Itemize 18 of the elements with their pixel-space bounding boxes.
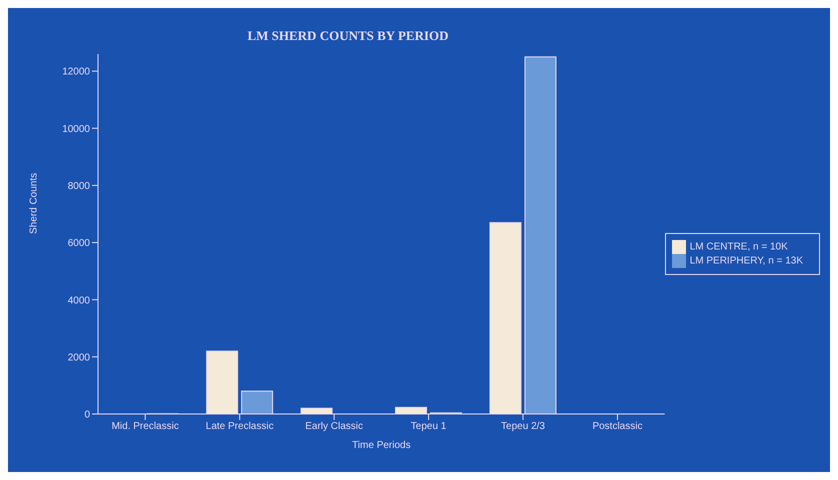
legend-label: LM CENTRE, n = 10K — [690, 242, 788, 253]
y-tick-label: 4000 — [68, 295, 90, 306]
x-tick-label: Late Preclassic — [206, 421, 274, 432]
y-tick-label: 8000 — [68, 180, 90, 192]
x-tick-label: Postclassic — [592, 421, 642, 432]
y-tick-label: 6000 — [68, 238, 90, 250]
x-tick-label: Mid. Preclassic — [112, 421, 179, 432]
legend-label: LM PERIPHERY, n = 13K — [690, 256, 803, 267]
y-tick-label: 10000 — [62, 124, 90, 135]
y-tick-label: 12000 — [62, 66, 90, 78]
x-axis-title: Time Periods — [352, 440, 411, 451]
x-tick-label: Early Classic — [305, 421, 364, 432]
chart-title: LM SHERD COUNTS BY PERIOD — [246, 27, 450, 44]
x-tick-label: Tepeu 2/3 — [501, 421, 546, 432]
x-tick-label: Tepeu 1 — [410, 421, 447, 432]
y-axis-title: Sherd Counts — [28, 172, 40, 234]
y-tick-label: 2000 — [68, 352, 90, 364]
y-tick-label: 0 — [84, 410, 90, 421]
